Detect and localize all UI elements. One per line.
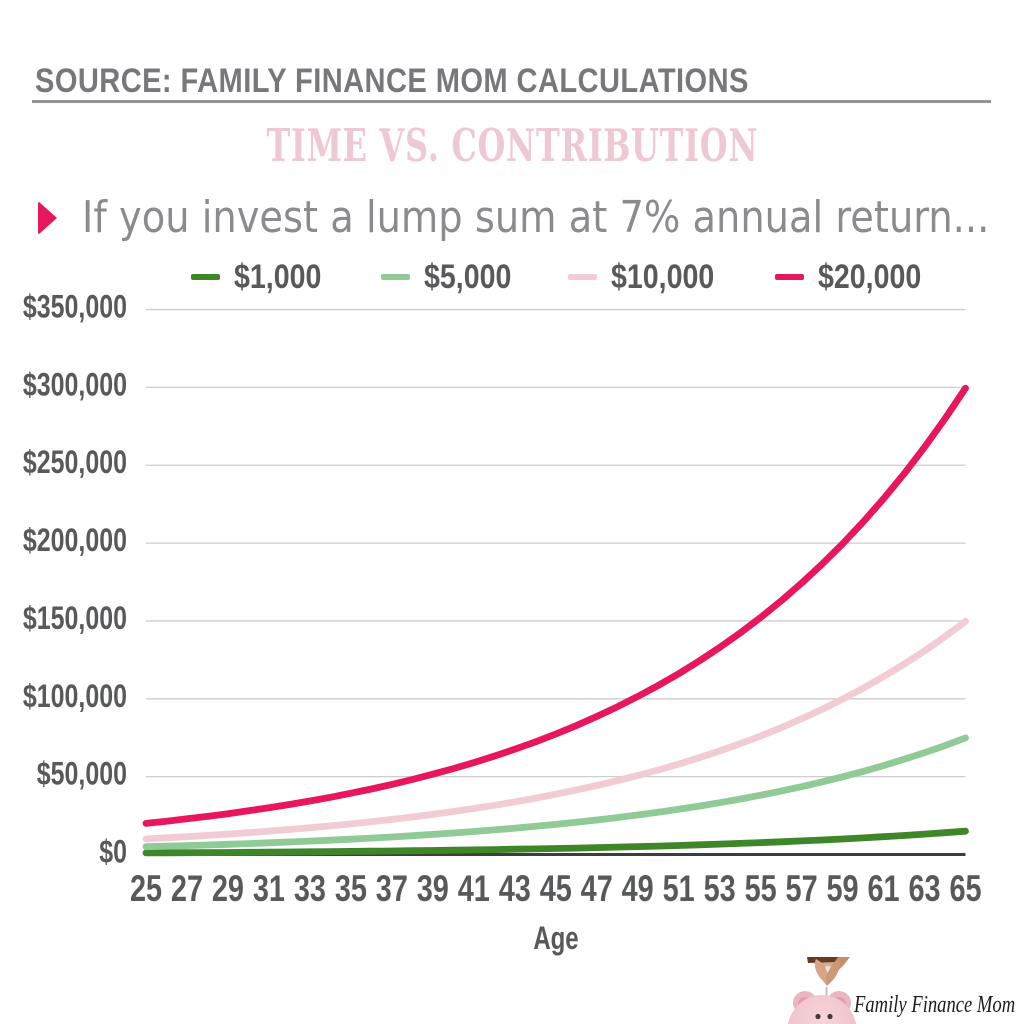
x-tick-label: 51 — [663, 869, 695, 910]
legend-swatch — [568, 274, 597, 280]
series-line-2 — [142, 734, 969, 851]
piggy-head — [787, 991, 857, 1024]
legend-item-1: $1,000 — [191, 257, 338, 297]
legend-label: $1,000 — [234, 257, 322, 296]
source-divider — [32, 100, 991, 103]
chart-title: TIME VS. CONTRIBUTION — [266, 119, 758, 172]
x-tick-label: 43 — [499, 869, 531, 910]
x-tick-label: 45 — [540, 869, 572, 910]
legend-swatch — [381, 274, 410, 280]
y-tick-label: $250,000 — [23, 445, 127, 481]
y-tick-label: $150,000 — [23, 601, 127, 637]
legend-item-4: $20,000 — [775, 257, 941, 297]
y-tick-label: $0 — [99, 835, 127, 871]
x-tick-label: 35 — [335, 869, 367, 910]
brand-logo: Family Finance Mom — [780, 948, 1024, 1024]
hand-with-coin — [807, 957, 850, 997]
chart-subtitle: If you invest a lump sum at 7% annual re… — [82, 192, 990, 243]
legend-swatch — [191, 274, 220, 280]
series-line-4 — [142, 384, 969, 827]
legend-label: $5,000 — [424, 257, 512, 296]
y-tick-label: $350,000 — [23, 290, 127, 326]
source-attribution: SOURCE: FAMILY FINANCE MOM CALCULATIONS — [35, 62, 749, 100]
y-tick-label: $300,000 — [23, 368, 127, 404]
x-tick-label: 25 — [130, 869, 162, 910]
series-line-3 — [142, 617, 969, 843]
x-tick-label: 27 — [171, 869, 203, 910]
legend-label: $20,000 — [818, 257, 922, 296]
subtitle-row: If you invest a lump sum at 7% annual re… — [38, 192, 1024, 243]
y-tick-label: $100,000 — [23, 679, 127, 715]
x-tick-label: 39 — [417, 869, 449, 910]
x-tick-label: 47 — [581, 869, 613, 910]
x-tick-label: 29 — [212, 869, 244, 910]
piggy-bank-icon — [787, 957, 857, 1024]
bullet-triangle-icon — [38, 200, 57, 235]
title-wrap: TIME VS. CONTRIBUTION — [0, 119, 1024, 172]
x-tick-label: 59 — [827, 869, 859, 910]
x-tick-label: 53 — [704, 869, 736, 910]
legend-item-2: $5,000 — [381, 257, 528, 297]
brand-name: Family Finance Mom — [854, 992, 1016, 1018]
series-line-1 — [142, 827, 969, 857]
x-tick-label: 31 — [253, 869, 285, 910]
x-axis-title: Age — [533, 920, 578, 956]
x-tick-label: 49 — [622, 869, 654, 910]
legend-item-3: $10,000 — [568, 257, 734, 297]
legend-swatch — [775, 274, 804, 280]
x-tick-label: 65 — [949, 869, 981, 910]
x-tick-label: 41 — [458, 869, 490, 910]
x-tick-label: 63 — [908, 869, 940, 910]
x-tick-label: 33 — [294, 869, 326, 910]
y-tick-label: $200,000 — [23, 523, 127, 559]
x-tick-label: 61 — [867, 869, 899, 910]
chart-legend: $1,000 $5,000 $10,000 $20,000 — [0, 257, 1024, 297]
legend-label: $10,000 — [611, 257, 715, 296]
x-tick-label: 37 — [376, 869, 408, 910]
x-tick-label: 55 — [745, 869, 777, 910]
y-tick-label: $50,000 — [37, 757, 127, 793]
x-tick-label: 57 — [786, 869, 818, 910]
